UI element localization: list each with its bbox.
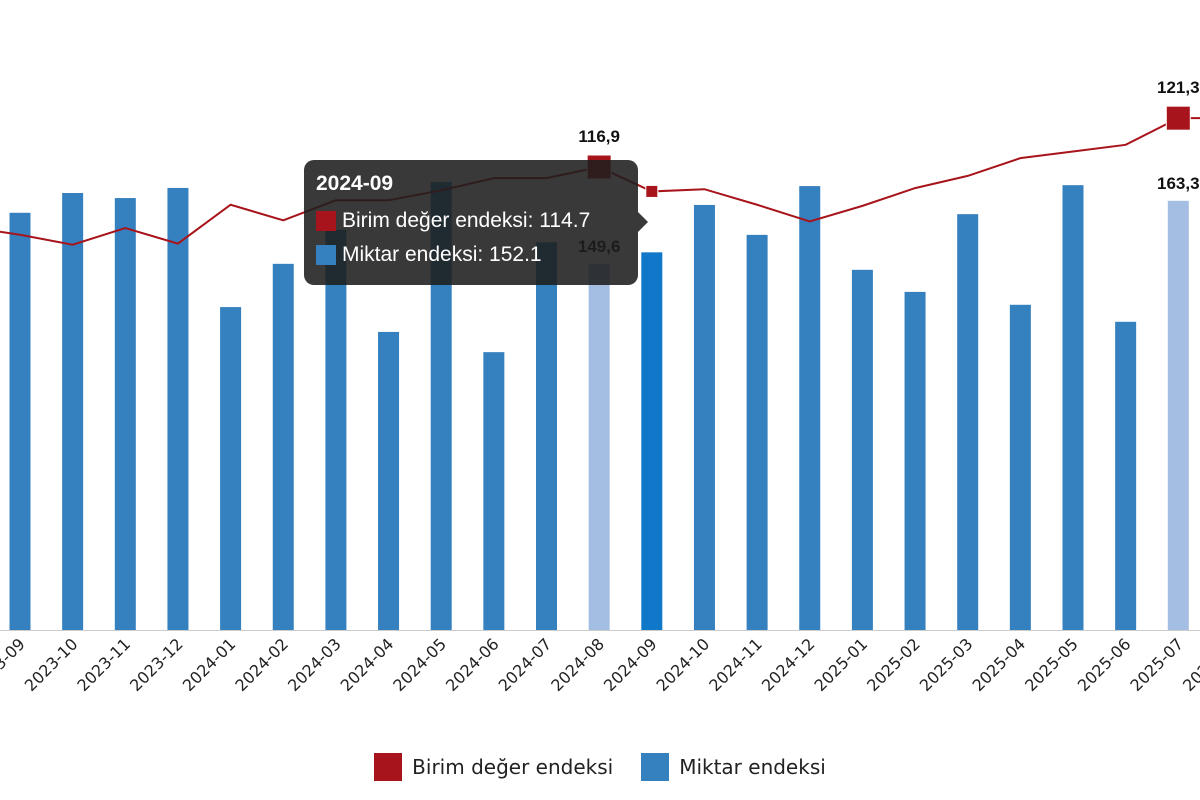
x-tick-label: 2024-07 bbox=[495, 634, 556, 695]
bar-2025-06[interactable] bbox=[1115, 321, 1137, 630]
bar-2025-01[interactable] bbox=[851, 269, 873, 630]
x-tick-label: 2025-03 bbox=[916, 634, 977, 695]
bar-2025-05[interactable] bbox=[1062, 185, 1084, 630]
legend-swatch-birim bbox=[374, 753, 403, 781]
x-tick-label: 2025-06 bbox=[1074, 634, 1135, 695]
tooltip-birim-value: Birim değer endeksi: 114.7 bbox=[342, 209, 591, 232]
tooltip-title: 2024-09 bbox=[316, 172, 394, 195]
bar-2023-12[interactable] bbox=[167, 187, 189, 630]
bar-2024-03[interactable] bbox=[325, 229, 347, 631]
bar-2024-06[interactable] bbox=[483, 352, 505, 630]
bar-2024-02[interactable] bbox=[272, 263, 294, 630]
bar-2024-04[interactable] bbox=[378, 331, 400, 630]
x-tick-label: 2024-04 bbox=[337, 634, 398, 695]
bar-2024-11[interactable] bbox=[746, 234, 768, 631]
bar-2024-12[interactable] bbox=[799, 186, 821, 630]
bar-2025-04[interactable] bbox=[1009, 304, 1031, 630]
legend-swatch-miktar bbox=[641, 753, 670, 781]
x-tick-label: 2023-12 bbox=[126, 634, 187, 695]
line-marker-2024-09[interactable] bbox=[645, 184, 659, 198]
x-tick-label: 2024-06 bbox=[442, 634, 503, 695]
x-tick-label: 2023-10 bbox=[21, 634, 82, 695]
bar-2024-09[interactable] bbox=[641, 252, 663, 630]
bar-2024-10[interactable] bbox=[693, 204, 715, 630]
x-tick-label: 2024-02 bbox=[231, 634, 292, 695]
bar-2024-01[interactable] bbox=[220, 307, 242, 630]
x-tick-label: 2025-02 bbox=[863, 634, 924, 695]
x-tick-label: 2025-01 bbox=[811, 634, 872, 695]
data-label: 116,9 bbox=[578, 127, 620, 146]
bar-2023-09[interactable] bbox=[9, 212, 31, 630]
legend-item-birim[interactable]: Birim değer endeksi bbox=[374, 753, 613, 781]
bar-2023-10[interactable] bbox=[62, 193, 84, 630]
x-tick-label: 2024-01 bbox=[179, 634, 240, 695]
x-tick-label: 2024-11 bbox=[705, 634, 766, 695]
x-tick-label: 2024-10 bbox=[653, 634, 714, 695]
legend-item-miktar[interactable]: Miktar endeksi bbox=[641, 753, 826, 781]
legend: Birim değer endeksi Miktar endeksi bbox=[0, 753, 1200, 781]
x-tick-label: 2025-05 bbox=[1021, 634, 1082, 695]
tooltip-row-miktar: Miktar endeksi: 152.1 bbox=[316, 240, 626, 270]
bar-2024-07[interactable] bbox=[536, 242, 557, 630]
x-tick-label: 2024-03 bbox=[284, 634, 345, 695]
data-label: 163,3 bbox=[1157, 174, 1200, 193]
bar-2025-02[interactable] bbox=[904, 291, 926, 630]
line-marker-2025-07[interactable] bbox=[1165, 105, 1191, 131]
x-tick-label: 2024-09 bbox=[600, 634, 661, 695]
bar-2024-05[interactable] bbox=[430, 181, 452, 630]
x-tick-label: 2025-07 bbox=[1126, 634, 1187, 695]
tooltip-swatch-miktar bbox=[316, 245, 336, 265]
x-tick-label: 2023-11 bbox=[73, 634, 134, 695]
bar-2025-07[interactable] bbox=[1167, 200, 1189, 630]
tooltip-row-birim: Birim değer endeksi: 114.7 bbox=[316, 206, 626, 236]
x-tick-label: 2024-08 bbox=[547, 634, 608, 695]
x-tick-label: 2024-12 bbox=[758, 634, 819, 695]
legend-label-birim: Birim değer endeksi bbox=[412, 755, 614, 779]
tooltip-swatch-birim bbox=[316, 211, 336, 231]
legend-label-miktar: Miktar endeksi bbox=[679, 755, 826, 779]
x-tick-label: 2024-05 bbox=[389, 634, 450, 695]
x-tick-label: 2025-04 bbox=[968, 634, 1029, 695]
bar-2024-08[interactable] bbox=[588, 263, 610, 630]
bar-2025-03[interactable] bbox=[957, 214, 979, 630]
tooltip: 2024-09 Birim değer endeksi: 114.7 Mikta… bbox=[304, 160, 648, 285]
tooltip-miktar-value: Miktar endeksi: 152.1 bbox=[342, 243, 542, 266]
bar-2023-11[interactable] bbox=[114, 198, 136, 630]
data-label: 121,3 bbox=[1157, 78, 1200, 97]
